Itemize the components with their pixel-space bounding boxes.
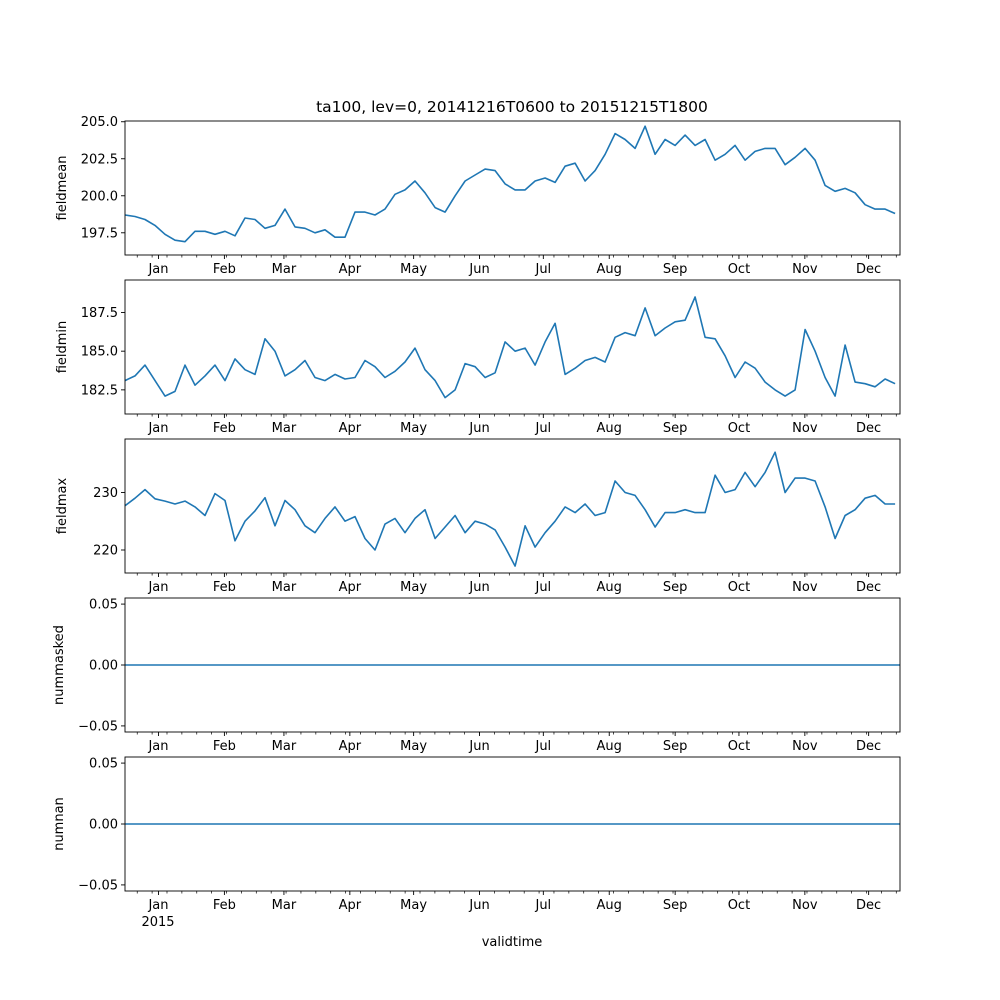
x-tick-label: Apr <box>339 262 362 277</box>
plot-frame <box>124 120 901 256</box>
y-tick-label: 220 <box>93 543 118 558</box>
chart-title: ta100, lev=0, 20141216T0600 to 20151215T… <box>316 98 708 116</box>
x-axis-label: validtime <box>482 935 543 950</box>
year-label: 2015 <box>141 915 174 930</box>
panel-fieldmin: 182.5 185.0 187.5 fieldmin Jan Feb Mar Apr May Ju… <box>55 279 901 436</box>
x-tick-label: Jun <box>468 421 489 436</box>
x-tick-label: Mar <box>272 262 297 277</box>
plot-frame <box>124 438 901 574</box>
x-tick-label: Sep <box>663 262 688 277</box>
x-tick-label: Aug <box>597 898 622 913</box>
x-tick-label: Feb <box>213 580 236 595</box>
plot-frame <box>124 279 901 415</box>
panel-numnan: −0.05 0.00 0.05 numnan Jan Feb Mar Apr May Jun Jul… <box>52 756 901 913</box>
x-tick-label: Jul <box>534 262 551 277</box>
x-tick-label: Mar <box>272 421 297 436</box>
series-line-fieldmin <box>124 296 896 399</box>
x-tick-label: Aug <box>597 580 622 595</box>
x-tick-label: Nov <box>792 739 818 754</box>
x-tick-label: May <box>400 580 427 595</box>
x-tick-label: Sep <box>663 421 688 436</box>
x-tick-label: Dec <box>856 898 881 913</box>
y-tick-label: 197.5 <box>81 226 118 241</box>
x-tick-label: Jan <box>147 580 168 595</box>
x-tick-label: Feb <box>213 898 236 913</box>
series-line-fieldmax <box>124 451 896 567</box>
x-tick-label: Dec <box>856 580 881 595</box>
x-tick-label: Mar <box>272 580 297 595</box>
x-tick-label: Oct <box>728 262 750 277</box>
y-tick-label: 202.5 <box>81 152 118 167</box>
x-tick-label: Feb <box>213 421 236 436</box>
x-tick-label: May <box>400 739 427 754</box>
y-tick-label: −0.05 <box>78 878 118 893</box>
x-tick-label: Dec <box>856 739 881 754</box>
x-tick-label: Jan <box>147 739 168 754</box>
x-tick-label: Jul <box>534 421 551 436</box>
x-tick-label: Sep <box>663 898 688 913</box>
x-tick-label: Aug <box>597 739 622 754</box>
y-axis-label: fieldmin <box>55 321 70 374</box>
y-tick-label: 0.05 <box>89 757 118 772</box>
x-tick-label: Aug <box>597 421 622 436</box>
y-tick-label: 200.0 <box>81 189 118 204</box>
x-tick-label: Mar <box>272 739 297 754</box>
x-tick-label: Jan <box>147 898 168 913</box>
x-tick-label: Oct <box>728 421 750 436</box>
x-tick-label: Jul <box>534 580 551 595</box>
x-tick-label: Apr <box>339 421 362 436</box>
x-tick-label: Apr <box>339 580 362 595</box>
x-tick-label: May <box>400 421 427 436</box>
x-tick-label: Oct <box>728 580 750 595</box>
series-line-fieldmean <box>124 125 896 243</box>
x-tick-label: Nov <box>792 421 818 436</box>
x-tick-label: Jun <box>468 580 489 595</box>
y-tick-label: 182.5 <box>81 383 118 398</box>
x-tick-label: Feb <box>213 262 236 277</box>
x-tick-label: Feb <box>213 739 236 754</box>
y-tick-label: 187.5 <box>81 306 118 321</box>
x-tick-label: Dec <box>856 421 881 436</box>
panel-fieldmax: 220 230 fieldmax Jan Feb Mar Apr May Jun Jul Aug Se… <box>55 438 901 595</box>
y-axis-label: nummasked <box>52 625 67 705</box>
x-tick-label: Nov <box>792 262 818 277</box>
panel-fieldmean: 197.5 200.0 202.5 205.0 fieldmean Jan Feb Mar Ap… <box>55 115 901 277</box>
x-tick-label: Jun <box>468 898 489 913</box>
x-tick-label: May <box>400 262 427 277</box>
x-tick-label: Nov <box>792 898 818 913</box>
x-tick-label: Oct <box>728 898 750 913</box>
x-tick-label: Mar <box>272 898 297 913</box>
x-tick-label: Nov <box>792 580 818 595</box>
x-tick-label: Jul <box>534 739 551 754</box>
y-tick-label: 205.0 <box>81 115 118 130</box>
x-tick-label: Jan <box>147 262 168 277</box>
x-tick-label: Jun <box>468 262 489 277</box>
y-tick-label: 0.00 <box>89 659 118 674</box>
x-tick-label: Apr <box>339 898 362 913</box>
x-tick-label: Aug <box>597 262 622 277</box>
x-tick-label: Jul <box>534 898 551 913</box>
x-tick-label: May <box>400 898 427 913</box>
x-tick-label: Jan <box>147 421 168 436</box>
y-tick-label: 230 <box>93 486 118 501</box>
y-axis-label: numnan <box>52 797 67 851</box>
x-tick-label: Sep <box>663 580 688 595</box>
y-tick-label: 0.05 <box>89 598 118 613</box>
y-axis-label: fieldmean <box>55 156 70 221</box>
x-tick-label: Jun <box>468 739 489 754</box>
y-tick-label: 0.00 <box>89 818 118 833</box>
y-axis-label: fieldmax <box>55 478 70 535</box>
x-tick-label: Sep <box>663 739 688 754</box>
panel-nummasked: −0.05 0.00 0.05 nummasked Jan Feb Mar Apr May Jun… <box>52 597 901 754</box>
y-tick-label: −0.05 <box>78 719 118 734</box>
x-tick-label: Oct <box>728 739 750 754</box>
x-tick-label: Apr <box>339 739 362 754</box>
x-tick-label: Dec <box>856 262 881 277</box>
y-tick-label: 185.0 <box>81 345 118 360</box>
